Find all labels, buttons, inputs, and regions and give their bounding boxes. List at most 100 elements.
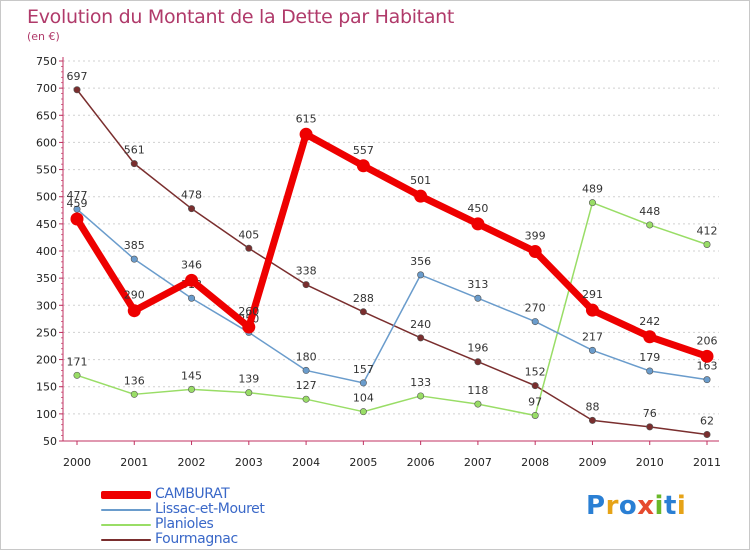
data-point-planioles — [130, 390, 138, 398]
y-tick-label: 200 — [36, 354, 57, 367]
data-label-planioles: 97 — [528, 395, 542, 408]
data-label-planioles: 136 — [124, 374, 145, 387]
data-point-planioles — [302, 395, 310, 403]
x-tick-label: 2004 — [292, 456, 320, 469]
data-label-fourmagnac: 478 — [181, 189, 202, 202]
data-point-fourmagnac — [302, 281, 310, 289]
x-tick-label: 2002 — [178, 456, 206, 469]
data-point-camburat — [70, 212, 84, 226]
data-label-camburat: 291 — [582, 288, 603, 301]
data-label-planioles: 145 — [181, 369, 202, 382]
x-tick-label: 2006 — [407, 456, 435, 469]
data-point-camburat — [643, 330, 657, 344]
data-label-lissac-et-mouret: 163 — [697, 360, 718, 373]
data-point-fourmagnac — [531, 382, 539, 390]
x-tick-label: 2011 — [693, 456, 721, 469]
y-tick-label: 650 — [36, 109, 57, 122]
y-tick-label: 550 — [36, 164, 57, 177]
data-point-lissac-et-mouret — [302, 366, 310, 374]
data-point-lissac-et-mouret — [588, 346, 596, 354]
data-label-camburat: 206 — [697, 334, 718, 347]
y-tick-label: 700 — [36, 82, 57, 95]
legend-label: Lissac-et-Mouret — [155, 501, 265, 517]
data-point-lissac-et-mouret — [359, 379, 367, 387]
legend-label: Planioles — [155, 516, 214, 532]
x-tick-label: 2000 — [63, 456, 91, 469]
data-label-lissac-et-mouret: 179 — [639, 351, 660, 364]
y-tick-label: 300 — [36, 299, 57, 312]
logo-letter: x — [637, 491, 655, 521]
data-label-camburat: 242 — [639, 315, 660, 328]
data-point-planioles — [474, 400, 482, 408]
data-label-fourmagnac: 152 — [525, 366, 546, 379]
y-tick-label: 750 — [36, 55, 57, 68]
data-label-fourmagnac: 697 — [67, 70, 88, 83]
data-point-fourmagnac — [703, 430, 711, 438]
series-line-lissac-et-mouret — [76, 208, 708, 384]
logo-letter: i — [654, 491, 664, 521]
data-label-fourmagnac: 62 — [700, 414, 714, 427]
data-label-camburat: 260 — [238, 305, 259, 318]
data-label-camburat: 346 — [181, 258, 202, 271]
data-label-lissac-et-mouret: 157 — [353, 363, 374, 376]
data-label-camburat: 501 — [410, 174, 431, 187]
data-point-lissac-et-mouret — [73, 205, 81, 213]
x-tick-label: 2008 — [521, 456, 549, 469]
data-point-fourmagnac — [359, 308, 367, 316]
legend-swatch — [101, 524, 151, 526]
data-point-fourmagnac — [588, 416, 596, 424]
data-point-camburat — [242, 320, 256, 334]
data-point-fourmagnac — [417, 334, 425, 342]
data-label-planioles: 133 — [410, 376, 431, 389]
logo-letter: i — [676, 491, 687, 521]
data-point-planioles — [73, 371, 81, 379]
data-point-lissac-et-mouret — [130, 255, 138, 263]
data-label-planioles: 104 — [353, 392, 374, 405]
y-tick-label: 100 — [36, 408, 57, 421]
x-tick-label: 2009 — [578, 456, 606, 469]
data-label-fourmagnac: 338 — [296, 265, 317, 278]
legend-swatch — [101, 491, 151, 499]
data-point-fourmagnac — [130, 160, 138, 168]
data-point-camburat — [414, 189, 428, 203]
x-tick-label: 2010 — [636, 456, 664, 469]
series-line-camburat — [73, 130, 711, 360]
proxiti-logo: Proxiti — [586, 491, 686, 521]
data-label-planioles: 489 — [582, 183, 603, 196]
data-point-camburat — [299, 127, 313, 141]
data-label-lissac-et-mouret: 180 — [296, 350, 317, 363]
data-label-fourmagnac: 405 — [238, 228, 259, 241]
data-point-camburat — [127, 304, 141, 318]
chart-title: Evolution du Montant de la Dette par Hab… — [27, 6, 455, 28]
data-point-planioles — [531, 411, 539, 419]
data-label-fourmagnac: 288 — [353, 292, 374, 305]
data-label-camburat: 399 — [525, 230, 546, 243]
data-point-fourmagnac — [646, 423, 654, 431]
x-tick-label: 2003 — [235, 456, 263, 469]
data-label-camburat: 459 — [67, 197, 88, 210]
data-label-lissac-et-mouret: 217 — [582, 330, 603, 343]
data-point-camburat — [700, 349, 714, 363]
logo-letter: t — [663, 491, 677, 521]
data-point-fourmagnac — [474, 358, 482, 366]
data-label-camburat: 450 — [467, 202, 488, 215]
series-line-fourmagnac — [76, 89, 708, 436]
data-label-lissac-et-mouret: 477 — [67, 189, 88, 202]
y-tick-label: 50 — [43, 435, 57, 448]
x-tick-label: 2001 — [120, 456, 148, 469]
data-point-camburat — [471, 217, 485, 231]
data-label-planioles: 118 — [467, 384, 488, 397]
y-tick-label: 350 — [36, 272, 57, 285]
legend-label: CAMBURAT — [155, 486, 230, 502]
legend-swatch — [101, 509, 151, 511]
y-tick-label: 600 — [36, 136, 57, 149]
data-label-camburat: 290 — [124, 289, 145, 302]
data-point-camburat — [528, 245, 542, 259]
x-tick-label: 2007 — [464, 456, 492, 469]
data-label-lissac-et-mouret: 313 — [467, 278, 488, 291]
data-label-lissac-et-mouret: 356 — [410, 255, 431, 268]
data-point-planioles — [646, 221, 654, 229]
data-point-fourmagnac — [245, 244, 253, 252]
